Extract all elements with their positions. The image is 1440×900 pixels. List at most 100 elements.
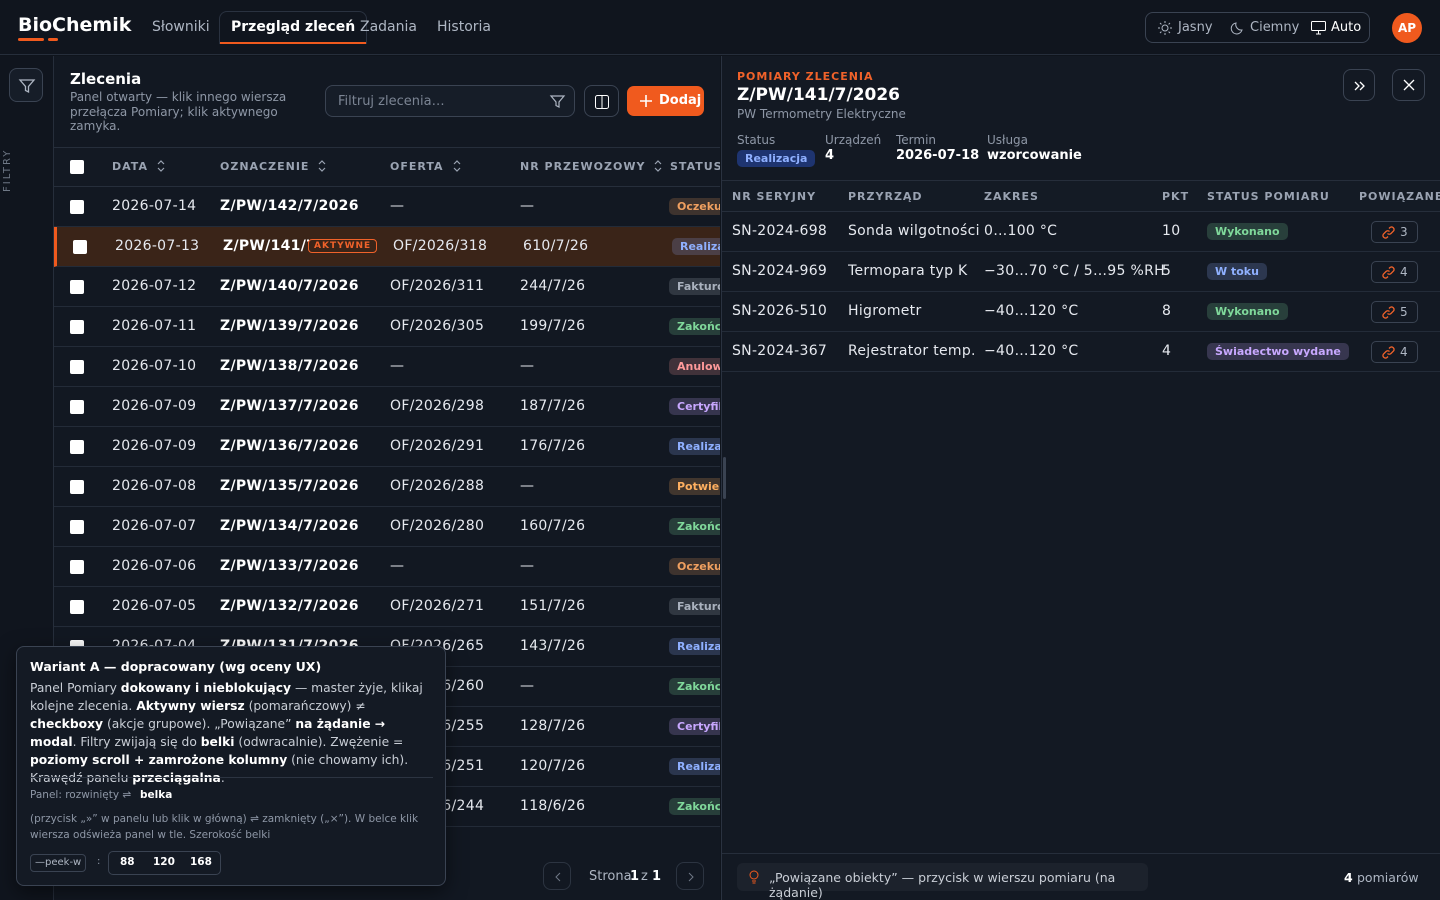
active-badge: AKTYWNE xyxy=(308,239,378,253)
sidebar-label: FILTRY xyxy=(2,148,13,192)
note-segment: przeciągalna xyxy=(132,771,221,785)
measure-row[interactable]: SN-2026-510 Higrometr −40…120 °C 8 Wykonano 5 xyxy=(722,292,1440,332)
order-row[interactable]: 2026-07-10 Z/PW/138/7/2026 — — Anulowane xyxy=(54,347,720,387)
separator: : xyxy=(97,856,101,867)
order-row[interactable]: 2026-07-14 Z/PW/142/7/2026 — — Oczekuje xyxy=(54,187,720,227)
resize-handle[interactable] xyxy=(723,457,726,499)
order-date: 2026-07-12 xyxy=(112,278,197,294)
order-row[interactable]: 2026-07-12 Z/PW/140/7/2026 OF/2026/311 244/… xyxy=(54,267,720,307)
row-checkbox[interactable] xyxy=(70,360,84,374)
theme-option[interactable]: Jasny xyxy=(1178,20,1213,35)
measurements-panel: POMIARY ZLECENIA Z/PW/141/7/2026 PW Term… xyxy=(721,56,1440,900)
measure-row[interactable]: SN-2024-969 Termopara typ K −30…70 °C / 5…… xyxy=(722,252,1440,292)
filter-input[interactable]: Filtruj zlecenia… xyxy=(325,85,575,117)
order-transport: — xyxy=(520,478,535,494)
order-status: Fakturowanie xyxy=(669,598,720,615)
column-header[interactable]: NR PRZEWOZOWY xyxy=(520,160,646,173)
width-option[interactable]: 88 xyxy=(120,856,135,868)
note-segment: Panel Pomiary xyxy=(30,681,121,695)
note-segment: . xyxy=(220,771,225,785)
chevrons-icon xyxy=(1354,81,1365,91)
order-row[interactable]: 2026-07-06 Z/PW/133/7/2026 — — Oczekuje xyxy=(54,547,720,587)
order-row[interactable]: 2026-07-05 Z/PW/132/7/2026 OF/2026/271 151/… xyxy=(54,587,720,627)
row-checkbox[interactable] xyxy=(70,320,84,334)
nav-underline xyxy=(219,42,367,44)
meta-value: 4 xyxy=(825,148,835,163)
link-icon xyxy=(1382,266,1395,279)
linked-button[interactable]: 3 xyxy=(1371,221,1418,243)
row-checkbox[interactable] xyxy=(70,280,84,294)
linked-count: 5 xyxy=(1400,305,1408,319)
link-icon xyxy=(1382,346,1395,359)
filter-toggle[interactable] xyxy=(9,68,43,102)
order-transport: — xyxy=(520,358,535,374)
measure-row[interactable]: SN-2024-698 Sonda wilgotności 0…100 °C 10 Wy… xyxy=(722,212,1440,252)
nav-item[interactable]: Historia xyxy=(437,19,491,35)
note-segment: (pomarańczowy) ≠ xyxy=(244,699,366,713)
row-checkbox[interactable] xyxy=(70,200,84,214)
link-icon xyxy=(1382,306,1395,319)
row-checkbox[interactable] xyxy=(70,480,84,494)
order-status: Realizacja xyxy=(669,438,720,455)
row-checkbox[interactable] xyxy=(73,240,87,254)
linked-button[interactable]: 5 xyxy=(1371,301,1418,323)
avatar[interactable]: AP xyxy=(1392,13,1422,43)
order-date: 2026-07-13 xyxy=(115,238,200,254)
add-button[interactable]: Dodaj xyxy=(627,86,704,116)
next-page[interactable] xyxy=(676,862,704,890)
close-button[interactable] xyxy=(1392,69,1425,101)
prev-page[interactable] xyxy=(543,862,571,890)
state-value: belka xyxy=(140,789,173,801)
theme-option[interactable]: Ciemny xyxy=(1250,20,1300,35)
column-header[interactable]: STATUS xyxy=(670,160,720,173)
width-option[interactable]: 168 xyxy=(190,856,212,868)
sort-icon[interactable] xyxy=(318,160,326,172)
order-row[interactable]: 2026-07-09 Z/PW/137/7/2026 OF/2026/298 187/… xyxy=(54,387,720,427)
linked-count: 4 xyxy=(1400,265,1408,279)
linked-button[interactable]: 4 xyxy=(1371,341,1418,363)
column-header[interactable]: OFERTA xyxy=(390,160,444,173)
columns-button[interactable] xyxy=(584,85,619,117)
note-segment: Aktywny wiersz xyxy=(136,699,245,713)
order-row[interactable]: 2026-07-08 Z/PW/135/7/2026 OF/2026/288 — Pot… xyxy=(54,467,720,507)
order-row[interactable]: 2026-07-11 Z/PW/139/7/2026 OF/2026/305 199/… xyxy=(54,307,720,347)
order-row[interactable]: 2026-07-13 Z/PW/141/7/2026AKTYWNE OF/2026/… xyxy=(54,227,720,267)
table-header xyxy=(54,147,720,187)
measure-row[interactable]: SN-2024-367 Rejestrator temp. −40…120 °C 4 Ś… xyxy=(722,332,1440,372)
sort-icon[interactable] xyxy=(654,160,662,172)
nav-item[interactable]: Przegląd zleceń xyxy=(231,19,356,35)
order-row[interactable]: 2026-07-07 Z/PW/134/7/2026 OF/2026/280 160/… xyxy=(54,507,720,547)
order-transport: 176/7/26 xyxy=(520,438,586,454)
column-header[interactable]: DATA xyxy=(112,160,148,173)
row-checkbox[interactable] xyxy=(70,440,84,454)
column-header[interactable]: OZNACZENIE xyxy=(220,160,310,173)
sort-icon[interactable] xyxy=(157,160,165,172)
order-transport: 151/7/26 xyxy=(520,598,586,614)
row-checkbox[interactable] xyxy=(70,600,84,614)
measure-column: NR SERYJNY xyxy=(732,190,817,203)
note-segment: — master żyje, klikaj kolejne zlecenia. xyxy=(30,681,423,713)
row-checkbox[interactable] xyxy=(70,400,84,414)
measure-column: STATUS POMIARU xyxy=(1207,190,1330,203)
order-status: Potwierdzone xyxy=(669,478,720,495)
page-of: z xyxy=(641,869,648,884)
nav-item[interactable]: Słowniki xyxy=(152,19,210,35)
row-checkbox[interactable] xyxy=(70,560,84,574)
list-title: Zlecenia xyxy=(70,70,142,88)
note-segment: dokowany i nieblokujący xyxy=(120,681,292,695)
order-status: Anulowane xyxy=(669,358,720,375)
collapse-button[interactable] xyxy=(1343,69,1375,101)
sort-icon[interactable] xyxy=(453,160,461,172)
row-checkbox[interactable] xyxy=(70,520,84,534)
points: 4 xyxy=(1162,343,1172,359)
linked-button[interactable]: 4 xyxy=(1371,261,1418,283)
panel-subtitle: PW Termometry Elektryczne xyxy=(737,107,906,121)
theme-option[interactable]: Auto xyxy=(1331,20,1362,35)
width-option[interactable]: 120 xyxy=(153,856,175,868)
order-offer: — xyxy=(390,358,405,374)
order-offer: OF/2026/288 xyxy=(390,478,485,494)
brand[interactable]: BioChemik xyxy=(18,14,132,36)
hint-box: „Powiązane obiekty” — przycisk w wierszu… xyxy=(737,863,1148,900)
order-row[interactable]: 2026-07-09 Z/PW/136/7/2026 OF/2026/291 176/… xyxy=(54,427,720,467)
nav-item[interactable]: Zadania xyxy=(360,19,417,35)
